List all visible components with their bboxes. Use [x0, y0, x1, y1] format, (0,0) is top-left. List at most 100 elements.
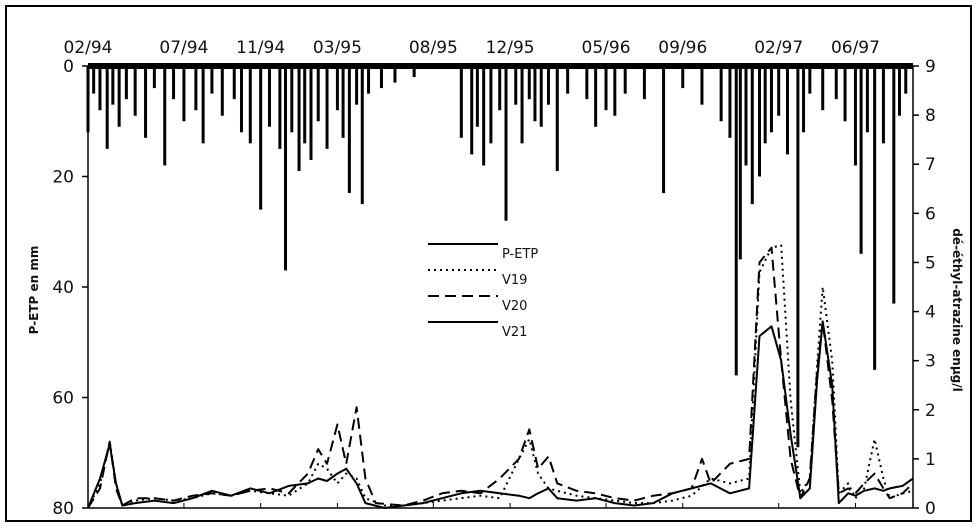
- p-etp-bar: [873, 66, 877, 370]
- p-etp-bar: [239, 66, 243, 133]
- p-etp-bar: [681, 66, 685, 89]
- y-left-tick-label: 60: [52, 389, 74, 409]
- y-left-tick-label: 20: [52, 168, 74, 188]
- p-etp-bar: [758, 66, 762, 177]
- p-etp-bar: [546, 66, 550, 105]
- x-tick-label: 06/97: [831, 38, 880, 58]
- p-etp-bar: [201, 66, 205, 144]
- p-etp-bar: [859, 66, 863, 254]
- p-etp-bar: [744, 66, 748, 166]
- p-etp-bar: [738, 66, 742, 260]
- axes: 0 20 40 60 80 0 1 2 3 4 5 6 7 8 9 02/94 07/94 11/94 03/95 0…: [52, 38, 935, 519]
- p-etp-bar: [210, 66, 214, 94]
- p-etp-bar: [700, 66, 704, 105]
- p-etp-bar: [533, 66, 537, 122]
- x-tick-label: 03/95: [313, 38, 362, 58]
- p-etp-bar: [220, 66, 224, 116]
- y-right-tick-label: 6: [925, 204, 936, 224]
- y-right-tick-label: 1: [925, 450, 936, 470]
- p-etp-bar: [821, 66, 825, 111]
- p-etp-bar: [642, 66, 646, 100]
- p-etp-bar: [763, 66, 767, 144]
- p-etp-bar: [802, 66, 806, 133]
- p-etp-bar: [163, 66, 167, 166]
- p-etp-bar: [284, 66, 288, 271]
- p-etp-bar: [489, 66, 493, 144]
- series-line-v21: [87, 320, 914, 509]
- p-etp-bar: [172, 66, 176, 100]
- x-tick-label: 02/97: [754, 38, 803, 58]
- x-tick-label: 09/96: [658, 38, 707, 58]
- p-etp-bar: [182, 66, 186, 122]
- p-etp-bar: [843, 66, 847, 122]
- p-etp-bar: [750, 66, 754, 205]
- p-etp-bar: [393, 66, 397, 83]
- p-etp-bar: [662, 66, 666, 194]
- p-etp-bar: [604, 66, 608, 111]
- p-etp-bar: [355, 66, 359, 105]
- y-right-tick-label: 7: [925, 155, 936, 175]
- p-etp-bar: [897, 66, 901, 116]
- p-etp-bar: [482, 66, 486, 166]
- x-tick-label: 08/95: [409, 38, 458, 58]
- legend: P-ETP V19 V20 V21: [424, 232, 554, 340]
- x-tick-label: 05/96: [582, 38, 631, 58]
- p-etp-bar: [734, 66, 738, 376]
- p-etp-bar: [585, 66, 589, 100]
- p-etp-bar: [360, 66, 364, 205]
- p-etp-bar: [459, 66, 463, 138]
- p-etp-bars: [86, 63, 913, 448]
- p-etp-bar: [341, 66, 345, 138]
- p-etp-bar: [865, 66, 869, 133]
- p-etp-bar: [728, 66, 732, 138]
- p-etp-bar: [853, 66, 857, 166]
- p-etp-bar: [259, 66, 263, 210]
- p-etp-bar: [892, 66, 896, 304]
- p-etp-bar: [504, 66, 508, 221]
- p-etp-bar: [786, 66, 790, 155]
- p-etp-bar: [124, 66, 128, 100]
- p-etp-bar: [808, 66, 812, 94]
- y-left-axis-label: P-ETP en mm: [27, 246, 41, 335]
- legend-label-p-etp: P-ETP: [502, 247, 538, 262]
- y-left-tick-label: 0: [63, 57, 74, 77]
- p-etp-bar: [834, 66, 838, 100]
- p-etp-bar: [881, 66, 885, 144]
- p-etp-bar: [527, 66, 531, 100]
- p-etp-bar: [367, 66, 371, 94]
- p-etp-bar: [267, 66, 271, 127]
- p-etp-bar: [232, 66, 236, 100]
- x-tick-label: 11/94: [236, 38, 285, 58]
- p-etp-bar: [133, 66, 137, 116]
- p-etp-bar: [623, 66, 627, 94]
- p-etp-bar: [290, 66, 294, 133]
- x-tick-label: 07/94: [159, 38, 208, 58]
- p-etp-bar: [475, 66, 479, 127]
- p-etp-bar: [347, 66, 351, 194]
- y-right-tick-label: 4: [925, 303, 936, 323]
- p-etp-bar: [613, 66, 617, 116]
- p-etp-bar: [412, 66, 416, 78]
- y-right-tick-label: 5: [925, 253, 936, 273]
- y-right-axis-label: dé-éthyl-atrazine enµg/l: [950, 228, 964, 391]
- y-right-tick-label: 3: [925, 352, 936, 372]
- y-left-tick-label: 40: [52, 278, 74, 298]
- p-etp-bar: [98, 66, 102, 111]
- p-etp-bar: [520, 66, 524, 144]
- legend-label-v21: V21: [502, 325, 527, 340]
- p-etp-bar: [117, 66, 121, 127]
- p-etp-bar: [111, 66, 115, 105]
- p-etp-bar: [719, 66, 723, 122]
- p-etp-bar: [335, 66, 339, 111]
- p-etp-bar: [566, 66, 570, 94]
- p-etp-bar: [514, 66, 518, 105]
- p-etp-bar: [594, 66, 598, 127]
- y-right-tick-label: 0: [925, 499, 936, 519]
- legend-label-v19: V19: [502, 273, 527, 288]
- p-etp-bar: [316, 66, 320, 122]
- p-etp-bar: [470, 66, 474, 155]
- p-etp-bar: [325, 66, 329, 149]
- p-etp-bar: [92, 66, 96, 94]
- x-tick-label: 12/95: [486, 38, 535, 58]
- p-etp-bar: [555, 66, 559, 171]
